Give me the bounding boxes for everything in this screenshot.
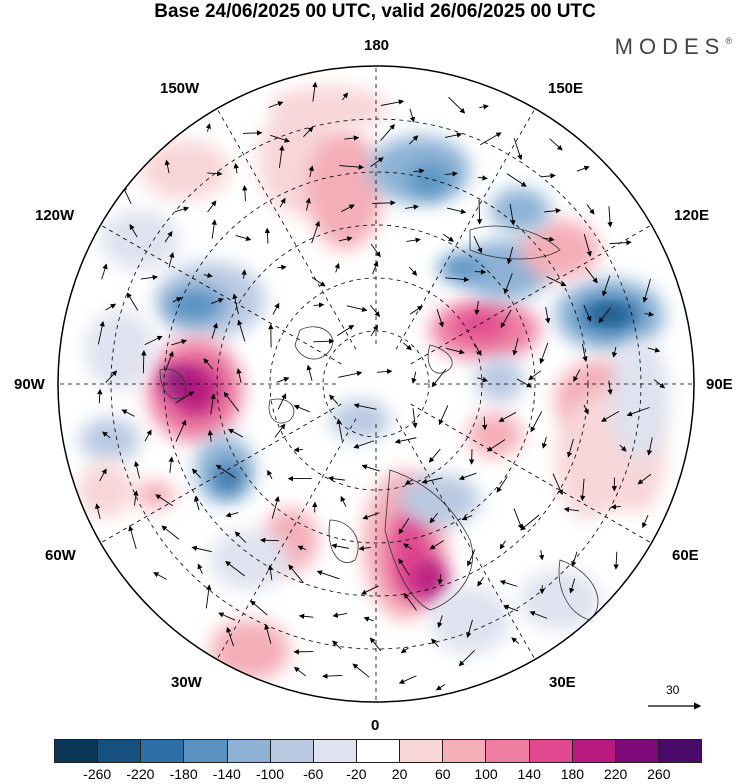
colorbar xyxy=(54,739,702,763)
colorbar-swatch xyxy=(530,740,573,762)
anomaly-patch xyxy=(307,130,383,250)
colorbar-tick-label: -220 xyxy=(126,766,154,782)
lon-label-30w: 30W xyxy=(171,674,202,691)
map-disk xyxy=(58,66,694,702)
colorbar-swatch xyxy=(98,740,141,762)
lon-label-120e: 120E xyxy=(674,207,709,224)
colorbar-tick-label: 180 xyxy=(561,766,584,782)
colorbar-tick-label: -100 xyxy=(256,766,284,782)
colorbar-tick-label: 260 xyxy=(647,766,670,782)
colorbar-tick-label: -140 xyxy=(213,766,241,782)
colorbar-swatch xyxy=(55,740,98,762)
colorbar-tick-label: 220 xyxy=(604,766,627,782)
colorbar-swatch xyxy=(228,740,271,762)
reference-vector-label: 30 xyxy=(666,683,679,697)
anomaly-patch xyxy=(467,413,523,457)
lon-label-bottom: 0 xyxy=(371,717,379,734)
colorbar-swatch xyxy=(486,740,529,762)
colorbar-tick-label: -260 xyxy=(83,766,111,782)
lon-label-150w: 150W xyxy=(160,80,199,97)
lon-label-60e: 60E xyxy=(672,547,699,564)
anomaly-patch xyxy=(400,474,480,526)
anomaly-patch xyxy=(580,510,660,570)
lon-label-top: 180 xyxy=(364,37,389,54)
anomaly-patch xyxy=(214,464,242,492)
colorbar-tick-label: 100 xyxy=(474,766,497,782)
colorbar-swatch xyxy=(314,740,357,762)
wind-arrow xyxy=(475,272,485,273)
anomaly-patch xyxy=(161,368,189,392)
colorbar-tick-label: -60 xyxy=(303,766,323,782)
lon-label-150e: 150E xyxy=(548,80,583,97)
anomaly-patch xyxy=(408,164,452,196)
colorbar-swatch xyxy=(573,740,616,762)
lon-label-left: 90W xyxy=(14,376,45,393)
colorbar-ticks: -260 -220 -180 -140 -100 -60 -20 20 60 100 140 180 2… xyxy=(0,766,750,784)
anomaly-patch xyxy=(210,530,290,590)
colorbar-swatch xyxy=(443,740,486,762)
anomaly-patch xyxy=(85,310,155,390)
anomaly-patch xyxy=(430,586,510,654)
anomaly-patch xyxy=(80,418,140,462)
colorbar-swatch xyxy=(184,740,227,762)
anomaly-patch xyxy=(438,254,482,282)
colorbar-swatch xyxy=(616,740,659,762)
wind-arrow xyxy=(479,200,480,224)
anomaly-patch xyxy=(100,210,180,270)
colorbar-swatch xyxy=(271,740,314,762)
lon-label-right: 90E xyxy=(706,376,733,393)
colorbar-tick-label: -180 xyxy=(170,766,198,782)
colorbar-tick-label: 140 xyxy=(518,766,541,782)
colorbar-swatch xyxy=(357,740,400,762)
lon-label-60w: 60W xyxy=(45,547,76,564)
anomaly-patch xyxy=(610,340,670,460)
colorbar-swatch xyxy=(141,740,184,762)
lon-label-120w: 120W xyxy=(35,207,74,224)
anomaly-patch xyxy=(135,481,175,509)
anomaly-patch xyxy=(140,140,230,200)
anomaly-patch xyxy=(310,624,390,676)
colorbar-tick-label: 20 xyxy=(392,766,408,782)
lon-label-30e: 30E xyxy=(549,674,576,691)
colorbar-tick-label: 60 xyxy=(435,766,451,782)
colorbar-swatch xyxy=(400,740,443,762)
wind-arrow xyxy=(143,351,144,373)
colorbar-swatch xyxy=(659,740,701,762)
anomaly-patch xyxy=(490,188,550,232)
colorbar-tick-label: -20 xyxy=(346,766,366,782)
anomaly-patch xyxy=(165,287,225,323)
